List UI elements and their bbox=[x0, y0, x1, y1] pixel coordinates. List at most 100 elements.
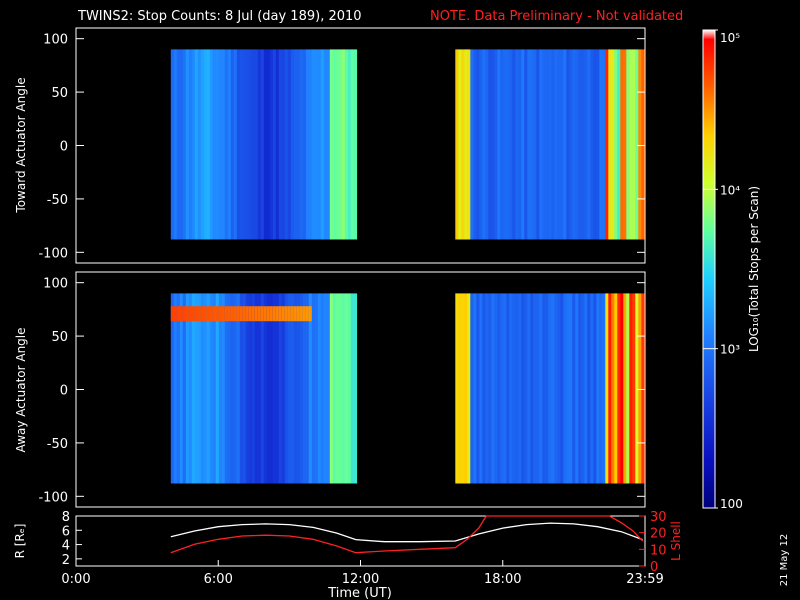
r-tick-label: 4 bbox=[62, 539, 70, 554]
lshell-axis-label: L Shell bbox=[669, 521, 683, 561]
colorbar-label: LOG₁₀(Total Stops per Scan) bbox=[747, 186, 761, 352]
heatmap-band bbox=[179, 306, 184, 322]
heatmap-column bbox=[611, 293, 615, 484]
heatmap-column bbox=[563, 49, 567, 240]
heatmap-column bbox=[530, 49, 534, 240]
heatmap-column bbox=[323, 49, 328, 240]
heatmap-column bbox=[191, 49, 196, 240]
heatmap-column bbox=[527, 293, 531, 484]
preliminary-note: NOTE. Data Preliminary - Not validated bbox=[430, 9, 683, 24]
toward-y-axis-label: Toward Actuator Angle bbox=[14, 77, 28, 213]
heatmap-column bbox=[308, 293, 313, 484]
heatmap-band bbox=[272, 306, 277, 322]
heatmap-column bbox=[536, 293, 540, 484]
heatmap-column bbox=[242, 49, 247, 240]
heatmap-column bbox=[566, 49, 570, 240]
heatmap-column bbox=[182, 293, 187, 484]
heatmap-band bbox=[281, 306, 286, 322]
lshell-tick-label: 10 bbox=[650, 543, 667, 558]
heatmap-band bbox=[296, 306, 301, 322]
heatmap-column bbox=[341, 293, 346, 484]
heatmap-band bbox=[284, 306, 289, 322]
heatmap-band bbox=[236, 306, 241, 322]
heatmap-column bbox=[263, 49, 268, 240]
date-stamp: 21 May 12 bbox=[779, 534, 790, 586]
heatmap-band bbox=[269, 306, 274, 322]
heatmap-column bbox=[608, 49, 612, 240]
heatmap-band bbox=[257, 306, 262, 322]
heatmap-band bbox=[305, 306, 310, 322]
heatmap-column bbox=[557, 293, 561, 484]
heatmap-column bbox=[317, 49, 322, 240]
heatmap-column bbox=[473, 293, 477, 484]
lshell-tick-label: 30 bbox=[650, 510, 667, 525]
y-tick-label: -100 bbox=[38, 490, 68, 505]
heatmap-column bbox=[590, 293, 594, 484]
heatmap-column bbox=[245, 49, 250, 240]
heatmap-column bbox=[305, 49, 310, 240]
heatmap-column bbox=[539, 49, 543, 240]
heatmap-column bbox=[548, 49, 552, 240]
heatmap-column bbox=[629, 293, 633, 484]
heatmap-column bbox=[476, 49, 480, 240]
heatmap-column bbox=[206, 293, 211, 484]
heatmap-column bbox=[485, 49, 489, 240]
heatmap-column bbox=[227, 293, 232, 484]
heatmap-column bbox=[353, 293, 358, 484]
heatmap-band bbox=[266, 306, 271, 322]
heatmap-column bbox=[194, 293, 199, 484]
heatmap-column bbox=[515, 49, 519, 240]
heatmap-column bbox=[608, 293, 612, 484]
heatmap-column bbox=[485, 293, 489, 484]
heatmap-column bbox=[221, 49, 226, 240]
heatmap-column bbox=[503, 49, 507, 240]
toward-y-axis-ticks: 100 50 0 -50 -100 bbox=[38, 33, 645, 261]
heatmap-column bbox=[242, 293, 247, 484]
heatmap-column bbox=[488, 49, 492, 240]
heatmap-column bbox=[620, 293, 624, 484]
away-y-axis-label: Away Actuator Angle bbox=[14, 327, 28, 452]
heatmap-band bbox=[176, 306, 181, 322]
heatmap-column bbox=[473, 49, 477, 240]
away-heatmap-panel: 100 50 0 -50 -100 Away Actuator Angle bbox=[14, 271, 646, 508]
heatmap-column bbox=[638, 293, 642, 484]
heatmap-column bbox=[521, 49, 525, 240]
heatmap-column bbox=[611, 49, 615, 240]
heatmap-column bbox=[623, 49, 627, 240]
heatmap-column bbox=[251, 293, 256, 484]
heatmap-column bbox=[455, 49, 459, 240]
heatmap-column bbox=[596, 293, 600, 484]
heatmap-column bbox=[281, 293, 286, 484]
heatmap-column bbox=[464, 49, 468, 240]
heatmap-column bbox=[632, 293, 636, 484]
heatmap-column bbox=[596, 49, 600, 240]
heatmap-column bbox=[527, 49, 531, 240]
heatmap-column bbox=[239, 293, 244, 484]
heatmap-column bbox=[206, 49, 211, 240]
heatmap-band bbox=[287, 306, 292, 322]
heatmap-band bbox=[278, 306, 283, 322]
heatmap-column bbox=[629, 49, 633, 240]
heatmap-column bbox=[593, 49, 597, 240]
heatmap-band bbox=[230, 306, 235, 322]
heatmap-column bbox=[476, 293, 480, 484]
away-y-axis-ticks: 100 50 0 -50 -100 bbox=[38, 277, 645, 505]
heatmap-column bbox=[194, 49, 199, 240]
heatmap-column bbox=[587, 49, 591, 240]
heatmap-column bbox=[569, 49, 573, 240]
heatmap-column bbox=[203, 293, 208, 484]
heatmap-column bbox=[344, 49, 349, 240]
colorbar-ticks: 10⁵ 10⁴ 10³ 100 bbox=[703, 29, 743, 511]
heatmap-column bbox=[605, 293, 609, 484]
heatmap-band bbox=[200, 306, 205, 322]
heatmap-column bbox=[509, 293, 513, 484]
heatmap-column bbox=[590, 49, 594, 240]
heatmap-column bbox=[230, 49, 235, 240]
heatmap-column bbox=[290, 293, 295, 484]
heatmap-column bbox=[614, 49, 618, 240]
heatmap-column bbox=[278, 293, 283, 484]
heatmap-column bbox=[233, 49, 238, 240]
heatmap-column bbox=[329, 293, 334, 484]
